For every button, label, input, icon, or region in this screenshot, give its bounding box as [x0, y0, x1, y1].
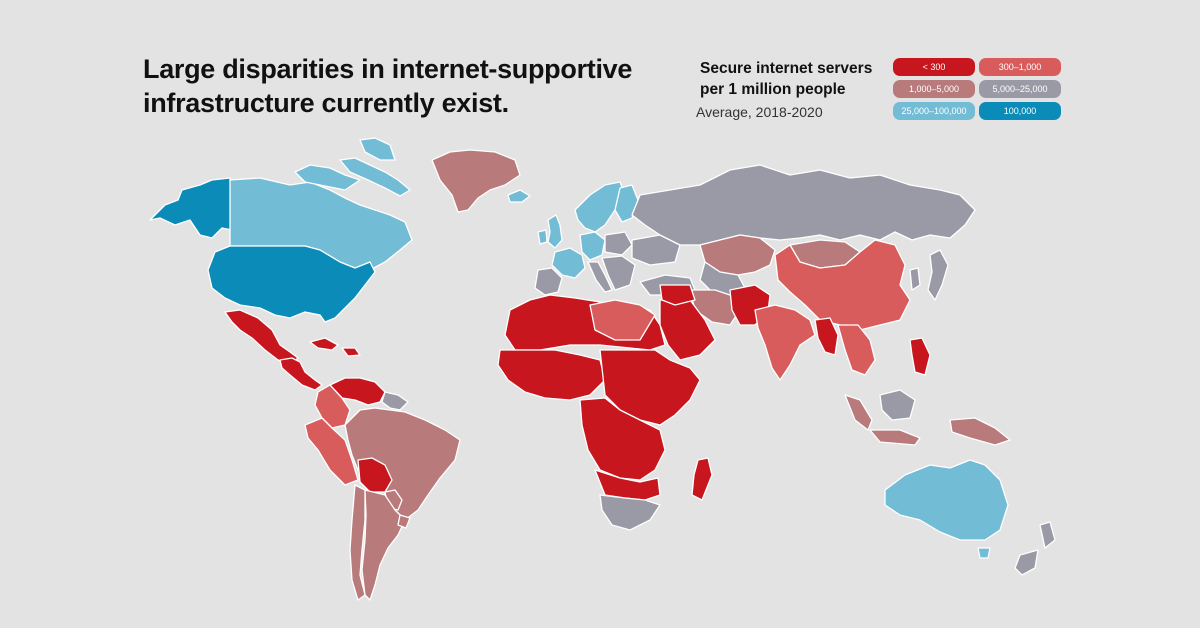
region-south-africa: [599, 494, 661, 531]
legend-swatch-100000: 100,000: [979, 102, 1061, 120]
region-iraq-syria: [659, 284, 696, 306]
region-new-zealand: [1039, 521, 1056, 549]
region-ireland: [537, 229, 548, 245]
region-usa: [207, 245, 376, 323]
region-central-africa: [579, 397, 666, 481]
region-venezuela: [329, 377, 386, 406]
region-japan: [927, 249, 949, 301]
title-line-2: infrastructure currently exist.: [143, 88, 509, 118]
region-java: [869, 429, 921, 446]
region-new-zealand-south: [1014, 549, 1039, 576]
region-cuba: [309, 337, 339, 351]
region-greenland: [431, 149, 521, 213]
region-france: [551, 247, 586, 279]
region-alaska: [149, 177, 233, 239]
region-guyanas: [381, 391, 409, 411]
region-libya-egypt: [589, 299, 656, 341]
legend-swatch-25000-100000: 25,000–100,000: [893, 102, 975, 120]
region-sumatra: [844, 394, 873, 431]
page-title: Large disparities in internet-supportive…: [143, 52, 703, 120]
legend-title-line-1: Secure internet servers: [700, 60, 873, 77]
region-philippines: [909, 337, 931, 376]
region-canada-arctic-3: [359, 137, 396, 161]
region-china: [774, 239, 911, 331]
region-madagascar: [691, 457, 713, 501]
region-balkans: [601, 255, 636, 291]
legend-subtitle: Average, 2018-2020: [696, 104, 823, 120]
legend-swatch-5000-25000: 5,000–25,000: [979, 80, 1061, 98]
region-saudi: [659, 299, 716, 361]
region-borneo: [879, 389, 916, 421]
region-australia: [884, 459, 1009, 541]
region-germany: [579, 231, 606, 261]
region-chile: [349, 484, 366, 601]
region-indochina: [837, 324, 876, 376]
region-uruguay: [397, 514, 411, 529]
region-new-guinea: [949, 417, 1011, 446]
legend-swatches: < 300 300–1,000 1,000–5,000 5,000–25,000…: [893, 58, 1063, 120]
region-canada-arctic-2: [339, 157, 411, 197]
region-hispaniola: [341, 347, 361, 357]
region-central-america: [279, 357, 323, 391]
legend-swatch-300-1000: 300–1,000: [979, 58, 1061, 76]
region-canada-arctic: [294, 164, 361, 191]
legend-title: Secure internet servers per 1 million pe…: [700, 58, 900, 100]
region-iberia: [534, 267, 563, 296]
region-peru: [304, 417, 359, 486]
region-bolivia: [357, 457, 393, 493]
region-russia: [631, 164, 976, 246]
region-west-africa: [497, 349, 606, 401]
region-tasmania: [977, 547, 991, 559]
region-india: [754, 304, 816, 381]
region-myanmar: [814, 317, 839, 356]
legend-swatch-lt300: < 300: [893, 58, 975, 76]
region-poland: [604, 231, 633, 256]
region-italy: [587, 261, 613, 293]
region-argentina: [361, 489, 406, 601]
region-mexico: [224, 309, 299, 366]
region-uk: [547, 214, 563, 249]
legend-title-line-2: per 1 million people: [700, 81, 846, 98]
region-korea: [909, 267, 921, 291]
legend-swatch-1000-5000: 1,000–5,000: [893, 80, 975, 98]
region-iceland: [507, 189, 531, 203]
title-line-1: Large disparities in internet-supportive: [143, 54, 633, 84]
